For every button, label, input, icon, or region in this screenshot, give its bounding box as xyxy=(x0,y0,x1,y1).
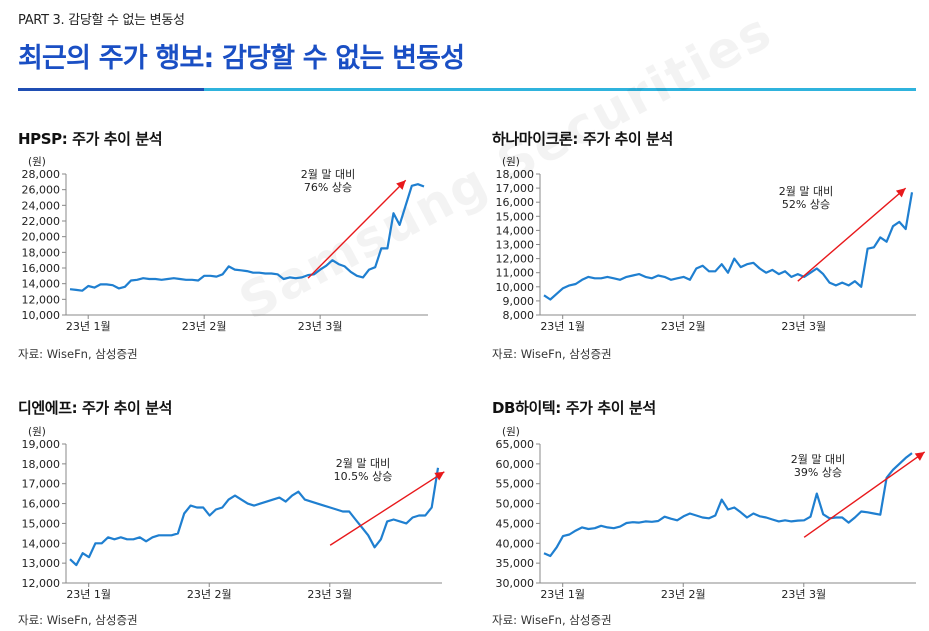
trend-arrow-head xyxy=(396,180,406,190)
y-tick-label: 15,000 xyxy=(22,517,61,530)
y-tick-label: 14,000 xyxy=(496,224,535,237)
y-tick-label: 18,000 xyxy=(22,458,61,471)
y-tick-label: 19,000 xyxy=(22,438,61,451)
y-tick-label: 18,000 xyxy=(22,246,61,259)
trend-arrow-line xyxy=(797,187,907,282)
y-tick-label: 16,000 xyxy=(496,196,535,209)
x-tick-label: 23년 1월 xyxy=(540,588,585,601)
y-tick-label: 14,000 xyxy=(22,278,61,291)
dbhitek-price-chart: (원) 30,000 35,000 40,000 45,000 50,000 55,000 6… xyxy=(496,426,926,601)
y-tick-label: 9,000 xyxy=(503,295,535,308)
trend-arrow-line xyxy=(803,451,926,538)
x-tick-label: 23년 1월 xyxy=(66,588,111,601)
trend-arrow-head xyxy=(895,188,906,198)
dnf-price-chart: (원) 12,000 13,000 14,000 15,000 16,000 17,000 1… xyxy=(22,426,445,601)
chart-title: 하나마이크론: 주가 추이 분석 xyxy=(492,130,673,148)
trend-arrow-line xyxy=(307,179,407,279)
price-series-line xyxy=(543,452,913,558)
y-unit-label: (원) xyxy=(28,156,46,168)
y-tick-label: 12,000 xyxy=(22,293,61,306)
y-tick-label: 60,000 xyxy=(496,458,535,471)
y-tick-label: 17,000 xyxy=(22,478,61,491)
y-tick-label: 40,000 xyxy=(496,537,535,550)
x-tick-label: 23년 3월 xyxy=(781,320,826,333)
chart-source: 자료: WiseFn, 삼성증권 xyxy=(18,347,138,361)
section-eyebrow: PART 3. 감당할 수 없는 변동성 xyxy=(18,13,185,28)
y-tick-label: 22,000 xyxy=(22,215,61,228)
y-tick-label: 26,000 xyxy=(22,184,61,197)
title-rule-accent xyxy=(18,88,204,91)
price-series-line xyxy=(543,192,914,301)
chart-title: 디엔에프: 주가 추이 분석 xyxy=(18,399,173,417)
x-tick-label: 23년 2월 xyxy=(661,588,706,601)
y-tick-label: 24,000 xyxy=(22,199,61,212)
chart-title: DB하이텍: 주가 추이 분석 xyxy=(492,399,656,417)
y-tick-label: 35,000 xyxy=(496,557,535,570)
x-tick-label: 23년 3월 xyxy=(307,588,352,601)
y-tick-label: 17,000 xyxy=(496,182,535,195)
y-tick-label: 12,000 xyxy=(22,577,61,590)
y-unit-label: (원) xyxy=(28,426,46,438)
x-tick-label: 23년 1월 xyxy=(540,320,585,333)
y-tick-label: 16,000 xyxy=(22,262,61,275)
y-tick-label: 13,000 xyxy=(496,239,535,252)
y-tick-label: 13,000 xyxy=(22,557,61,570)
annotation-text: 2월 말 대비 39% 상승 xyxy=(791,453,845,479)
y-tick-label: 45,000 xyxy=(496,517,535,530)
title-rule xyxy=(18,88,916,91)
trend-arrow-line xyxy=(329,471,445,546)
x-tick-label: 23년 3월 xyxy=(781,588,826,601)
price-series-line xyxy=(69,183,425,292)
y-tick-label: 20,000 xyxy=(22,231,61,244)
y-tick-label: 10,000 xyxy=(22,309,61,322)
y-tick-label: 12,000 xyxy=(496,253,535,266)
chart-title: HPSP: 주가 추이 분석 xyxy=(18,130,163,148)
y-tick-label: 16,000 xyxy=(22,498,61,511)
chart-source: 자료: WiseFn, 삼성증권 xyxy=(492,613,612,627)
y-tick-label: 8,000 xyxy=(503,309,535,322)
chart-source: 자료: WiseFn, 삼성증권 xyxy=(492,347,612,361)
price-series-line xyxy=(69,467,440,567)
y-unit-label: (원) xyxy=(502,156,520,168)
page-title: 최근의 주가 행보: 감당할 수 없는 변동성 xyxy=(18,43,465,74)
trend-arrow-head xyxy=(434,471,445,481)
chart-source: 자료: WiseFn, 삼성증권 xyxy=(18,613,138,627)
annotation-text: 2월 말 대비 76% 상승 xyxy=(301,168,355,194)
y-tick-label: 55,000 xyxy=(496,478,535,491)
hpsp-price-chart: (원) 10,000 12,000 14,000 16,000 18,000 20,000 2… xyxy=(22,156,428,333)
y-unit-label: (원) xyxy=(502,426,520,438)
y-tick-label: 50,000 xyxy=(496,498,535,511)
trend-arrow-head xyxy=(914,451,925,461)
x-tick-label: 23년 2월 xyxy=(661,320,706,333)
y-tick-label: 15,000 xyxy=(496,210,535,223)
x-tick-label: 23년 3월 xyxy=(298,320,343,333)
y-tick-label: 10,000 xyxy=(496,281,535,294)
y-tick-label: 11,000 xyxy=(496,267,535,280)
y-tick-label: 14,000 xyxy=(22,537,61,550)
annotation-text: 2월 말 대비 52% 상승 xyxy=(779,185,833,211)
annotation-text: 2월 말 대비 10.5% 상승 xyxy=(334,457,393,483)
y-tick-label: 18,000 xyxy=(496,168,535,181)
y-tick-label: 30,000 xyxy=(496,577,535,590)
x-tick-label: 23년 2월 xyxy=(187,588,232,601)
x-tick-label: 23년 1월 xyxy=(66,320,111,333)
y-tick-label: 65,000 xyxy=(496,438,535,451)
x-tick-label: 23년 2월 xyxy=(182,320,227,333)
y-tick-label: 28,000 xyxy=(22,168,61,181)
